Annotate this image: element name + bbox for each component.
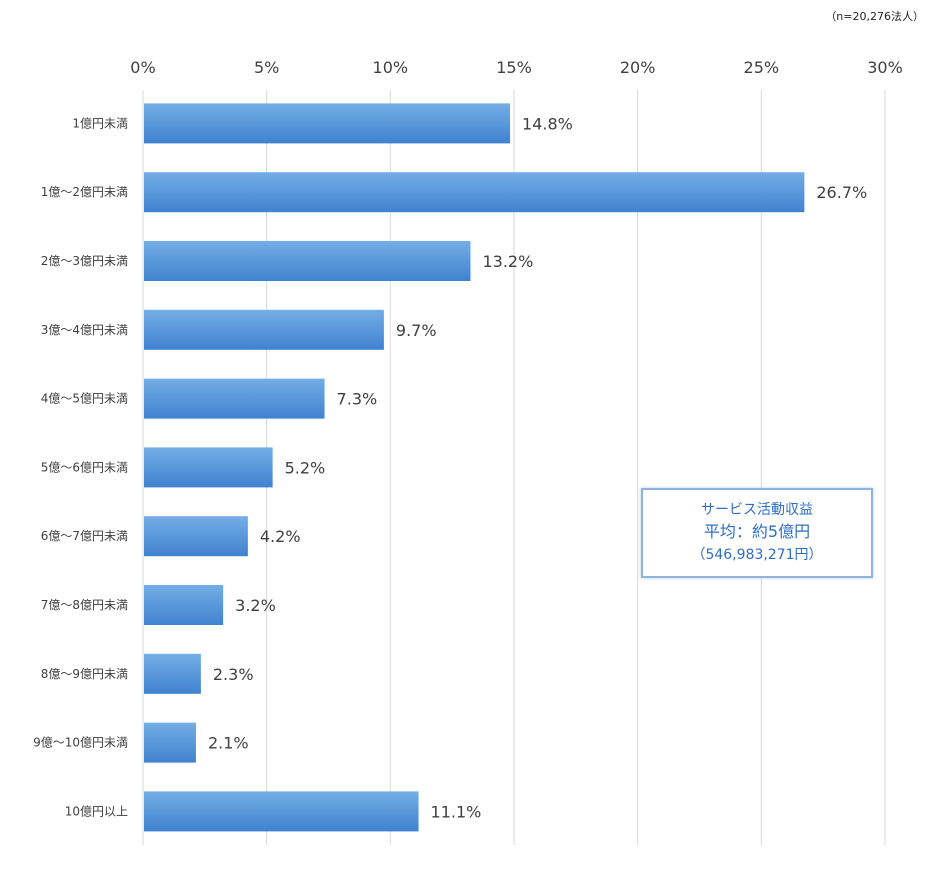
bar	[144, 722, 196, 763]
bar	[144, 791, 419, 832]
category-label: 5億～6億円未満	[41, 460, 128, 474]
bar-value-label: 2.3%	[213, 665, 254, 684]
x-tick-label: 0%	[130, 58, 155, 77]
category-label: 4億～5億円未満	[41, 392, 128, 406]
category-label: 8億～9億円未満	[41, 667, 128, 681]
bar	[144, 585, 224, 625]
category-label: 7億～8億円未満	[41, 598, 128, 612]
x-tick-label: 15%	[496, 58, 532, 77]
bar-value-label: 3.2%	[235, 596, 276, 615]
bar	[144, 241, 471, 281]
category-label: 1億円未満	[72, 116, 128, 130]
bar	[144, 378, 325, 419]
y-axis-categories: 1億円未満 1億～2億円未満 2億～3億円未満 3億～4億円未満 4億～5億円未満 5億～…	[33, 116, 128, 818]
category-label: 3億～4億円未満	[41, 323, 128, 337]
x-tick-label: 5%	[254, 58, 279, 77]
bar-value-label: 11.1%	[431, 802, 482, 821]
bar-value-label: 9.7%	[396, 321, 437, 340]
bar	[144, 653, 201, 694]
bars	[144, 103, 805, 832]
bar-value-label: 2.1%	[208, 734, 249, 753]
value-labels: 14.8% 26.7% 13.2% 9.7% 7.3% 5.2% 4.2% 3.2% 2.3% 2…	[208, 114, 867, 821]
category-label: 6億～7億円未満	[41, 529, 128, 543]
bar-value-label: 7.3%	[337, 390, 378, 409]
bar	[144, 309, 384, 350]
sample-size-note: （n=20,276法人）	[825, 10, 924, 23]
bar-value-label: 5.2%	[285, 458, 326, 477]
category-label: 9億～10億円未満	[33, 736, 128, 750]
x-tick-label: 25%	[744, 58, 780, 77]
x-axis-ticks: 0% 5% 10% 15% 20% 25% 30%	[130, 58, 902, 77]
average-box-exact: （546,983,271円）	[691, 547, 823, 563]
x-tick-label: 30%	[867, 58, 903, 77]
bar-value-label: 26.7%	[816, 183, 867, 202]
bar	[144, 103, 511, 144]
category-label: 10億円以上	[65, 804, 128, 818]
bar	[144, 516, 248, 557]
x-tick-label: 10%	[373, 58, 409, 77]
bar	[144, 172, 805, 213]
bar	[144, 447, 273, 488]
x-tick-label: 20%	[620, 58, 656, 77]
bar-value-label: 4.2%	[260, 527, 301, 546]
average-callout-box: サービス活動収益 平均：約5億円 （546,983,271円）	[641, 488, 873, 578]
average-box-value: 平均：約5億円	[703, 522, 811, 541]
category-label: 2億～3億円未満	[41, 254, 128, 268]
bar-value-label: 13.2%	[482, 252, 533, 271]
category-label: 1億～2億円未満	[41, 185, 128, 199]
average-box-title: サービス活動収益	[701, 502, 813, 518]
bar-value-label: 14.8%	[522, 114, 573, 133]
